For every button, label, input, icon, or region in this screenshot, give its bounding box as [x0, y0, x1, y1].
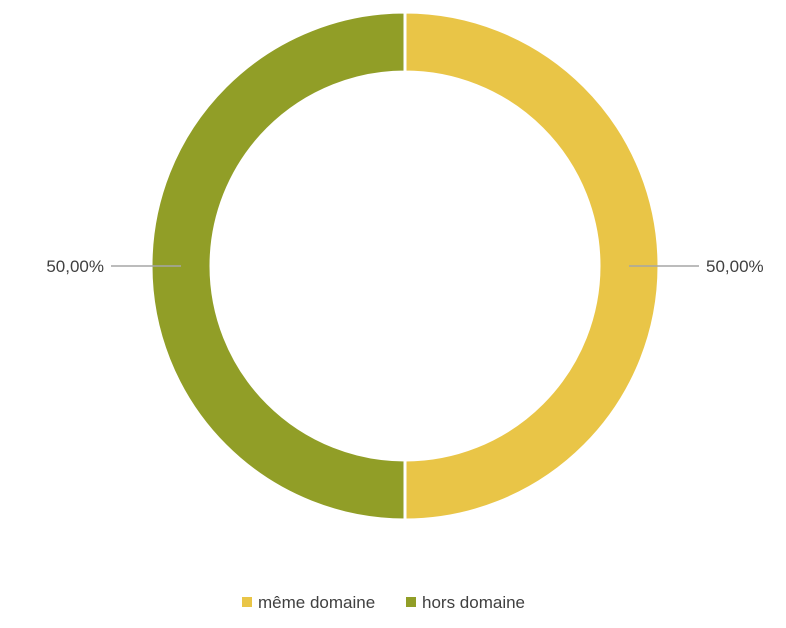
donut-slice-1: [149, 10, 407, 522]
legend: même domaine hors domaine: [242, 593, 525, 612]
data-labels: 50,00% 50,00%: [46, 257, 763, 276]
donut-slice-0: [403, 10, 661, 522]
data-label-0: 50,00%: [706, 257, 764, 276]
donut-slices: [149, 10, 661, 522]
data-label-1: 50,00%: [46, 257, 104, 276]
legend-swatch-0: [242, 597, 252, 607]
legend-label-0: même domaine: [258, 593, 375, 612]
legend-swatch-1: [406, 597, 416, 607]
legend-label-1: hors domaine: [422, 593, 525, 612]
